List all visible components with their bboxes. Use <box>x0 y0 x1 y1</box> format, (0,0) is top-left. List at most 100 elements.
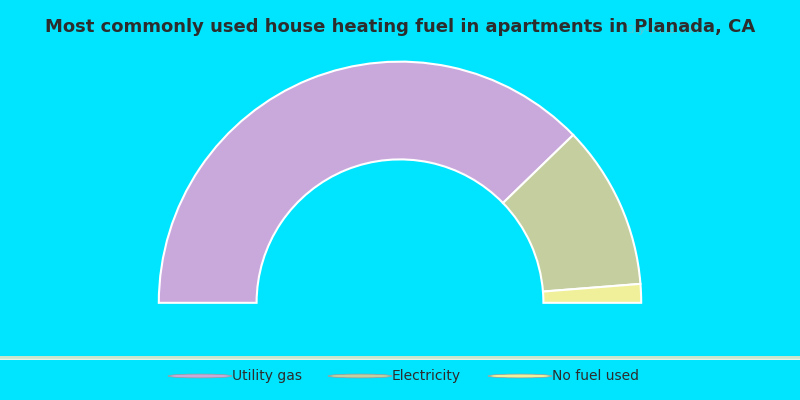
Bar <box>0 357 800 359</box>
Bar <box>0 357 800 358</box>
Bar <box>0 358 800 359</box>
Bar <box>0 357 800 359</box>
Bar <box>0 358 800 360</box>
Bar <box>0 358 800 360</box>
Bar <box>0 357 800 359</box>
Bar <box>0 356 800 358</box>
Bar <box>0 358 800 359</box>
Bar <box>0 358 800 359</box>
Bar <box>0 358 800 360</box>
Bar <box>0 358 800 359</box>
Bar <box>0 357 800 359</box>
Bar <box>0 357 800 359</box>
Bar <box>0 357 800 358</box>
Bar <box>0 357 800 359</box>
Bar <box>0 357 800 359</box>
Bar <box>0 358 800 360</box>
Bar <box>0 357 800 359</box>
Bar <box>0 356 800 358</box>
Bar <box>0 358 800 360</box>
Bar <box>0 357 800 359</box>
Bar <box>0 357 800 358</box>
Wedge shape <box>503 135 641 292</box>
Bar <box>0 357 800 359</box>
Bar <box>0 356 800 358</box>
Bar <box>0 358 800 360</box>
Bar <box>0 358 800 360</box>
Bar <box>0 357 800 359</box>
Bar <box>0 358 800 360</box>
Bar <box>0 356 800 358</box>
Text: Most commonly used house heating fuel in apartments in Planada, CA: Most commonly used house heating fuel in… <box>45 18 755 36</box>
Bar <box>0 357 800 359</box>
Bar <box>0 358 800 359</box>
Bar <box>0 358 800 359</box>
Bar <box>0 357 800 359</box>
Bar <box>0 357 800 359</box>
Bar <box>0 356 800 358</box>
Text: Utility gas: Utility gas <box>232 369 302 383</box>
Bar <box>0 358 800 360</box>
Bar <box>0 357 800 359</box>
Bar <box>0 358 800 359</box>
Bar <box>0 358 800 360</box>
Bar <box>0 356 800 358</box>
Bar <box>0 358 800 360</box>
Bar <box>0 357 800 358</box>
Bar <box>0 357 800 359</box>
Circle shape <box>168 374 232 378</box>
Bar <box>0 358 800 360</box>
Bar <box>0 357 800 359</box>
Bar <box>0 357 800 359</box>
Bar <box>0 358 800 359</box>
Bar <box>0 357 800 359</box>
Bar <box>0 357 800 359</box>
Bar <box>0 358 800 360</box>
Bar <box>0 358 800 360</box>
Bar <box>0 357 800 359</box>
Bar <box>0 357 800 359</box>
Wedge shape <box>543 284 641 303</box>
Bar <box>0 358 800 360</box>
Bar <box>0 357 800 359</box>
Bar <box>0 358 800 360</box>
Bar <box>0 358 800 360</box>
Bar <box>0 357 800 359</box>
Bar <box>0 358 800 360</box>
Bar <box>0 357 800 359</box>
Bar <box>0 358 800 360</box>
Bar <box>0 357 800 359</box>
Bar <box>0 356 800 358</box>
Bar <box>0 358 800 360</box>
Bar <box>0 358 800 360</box>
Bar <box>0 358 800 360</box>
Bar <box>0 356 800 358</box>
Bar <box>0 358 800 360</box>
Bar <box>0 357 800 359</box>
Bar <box>0 357 800 359</box>
Bar <box>0 357 800 358</box>
Bar <box>0 357 800 359</box>
Bar <box>0 357 800 359</box>
Bar <box>0 357 800 359</box>
Bar <box>0 358 800 360</box>
Bar <box>0 357 800 358</box>
Bar <box>0 357 800 359</box>
Bar <box>0 358 800 360</box>
Bar <box>0 358 800 360</box>
Bar <box>0 358 800 360</box>
Bar <box>0 358 800 360</box>
Bar <box>0 356 800 358</box>
Bar <box>0 357 800 359</box>
Bar <box>0 357 800 359</box>
Bar <box>0 358 800 360</box>
Bar <box>0 358 800 360</box>
Bar <box>0 358 800 360</box>
Bar <box>0 358 800 360</box>
Bar <box>0 357 800 359</box>
Bar <box>0 358 800 360</box>
Bar <box>0 357 800 359</box>
Bar <box>0 357 800 359</box>
Bar <box>0 357 800 358</box>
Bar <box>0 358 800 359</box>
